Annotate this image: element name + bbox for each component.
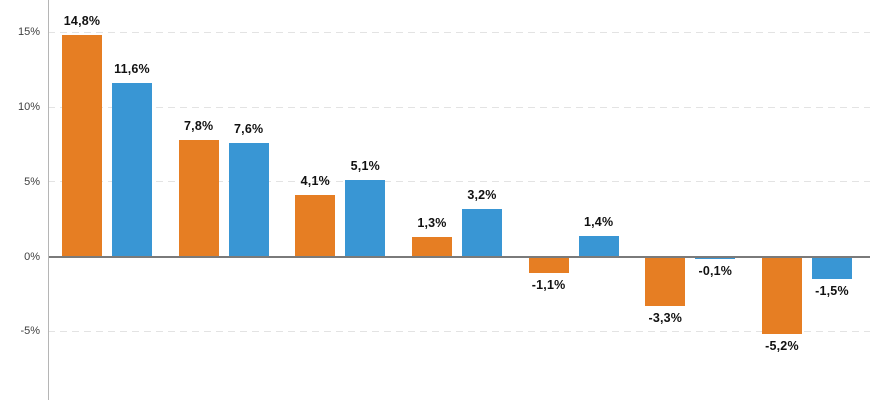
value-label-series2-group5: 1,4% [583,214,614,229]
value-label-series2-group4: 3,2% [467,187,497,202]
value-label-series1-group1: 14,8% [63,14,101,29]
bar-series2-group2 [228,142,269,257]
bar-series1-group4 [411,237,452,257]
y-tick-label: 15% [17,26,40,39]
bar-series1-group6 [645,256,686,306]
value-label-series1-group6: -3,3% [648,310,683,325]
value-label-series2-group1: 11,6% [114,62,150,77]
value-label-series2-group3: 5,1% [350,159,380,174]
bar-series1-group7 [761,256,802,335]
bar-series1-group2 [178,139,219,257]
bar-series2-group7 [811,256,852,279]
value-label-series2-group2: 7,6% [234,121,264,136]
bar-series1-group1 [62,35,102,257]
bar-series1-group5 [528,256,569,273]
gridline-10% [48,106,870,108]
y-tick-label: -5% [20,325,40,338]
y-tick-label: 10% [17,101,40,113]
gridline-5% [48,181,870,183]
value-label-series1-group3: 4,1% [300,174,330,189]
gridline--5% [48,330,870,332]
bar-series2-group4 [461,208,502,257]
bar-series1-group3 [295,195,336,257]
y-tick-label: 0% [24,250,40,263]
gridline-15% [48,31,870,33]
y-axis-line [48,0,49,400]
bar-series2-group1 [112,83,152,257]
bar-series2-group5 [578,235,619,257]
bar-series2-group6 [695,256,736,259]
y-tick-label: 5% [24,175,40,188]
value-label-series1-group5: -1,1% [531,277,566,292]
bar-series2-group3 [345,180,386,257]
value-label-series2-group7: -1,5% [815,283,849,298]
value-label-series1-group2: 7,8% [184,118,214,133]
value-label-series2-group6: -0,1% [698,264,733,278]
value-label-series1-group4: 1,3% [417,216,447,231]
x-axis-zero-line [48,255,870,258]
value-label-series1-group7: -5,2% [765,339,799,354]
